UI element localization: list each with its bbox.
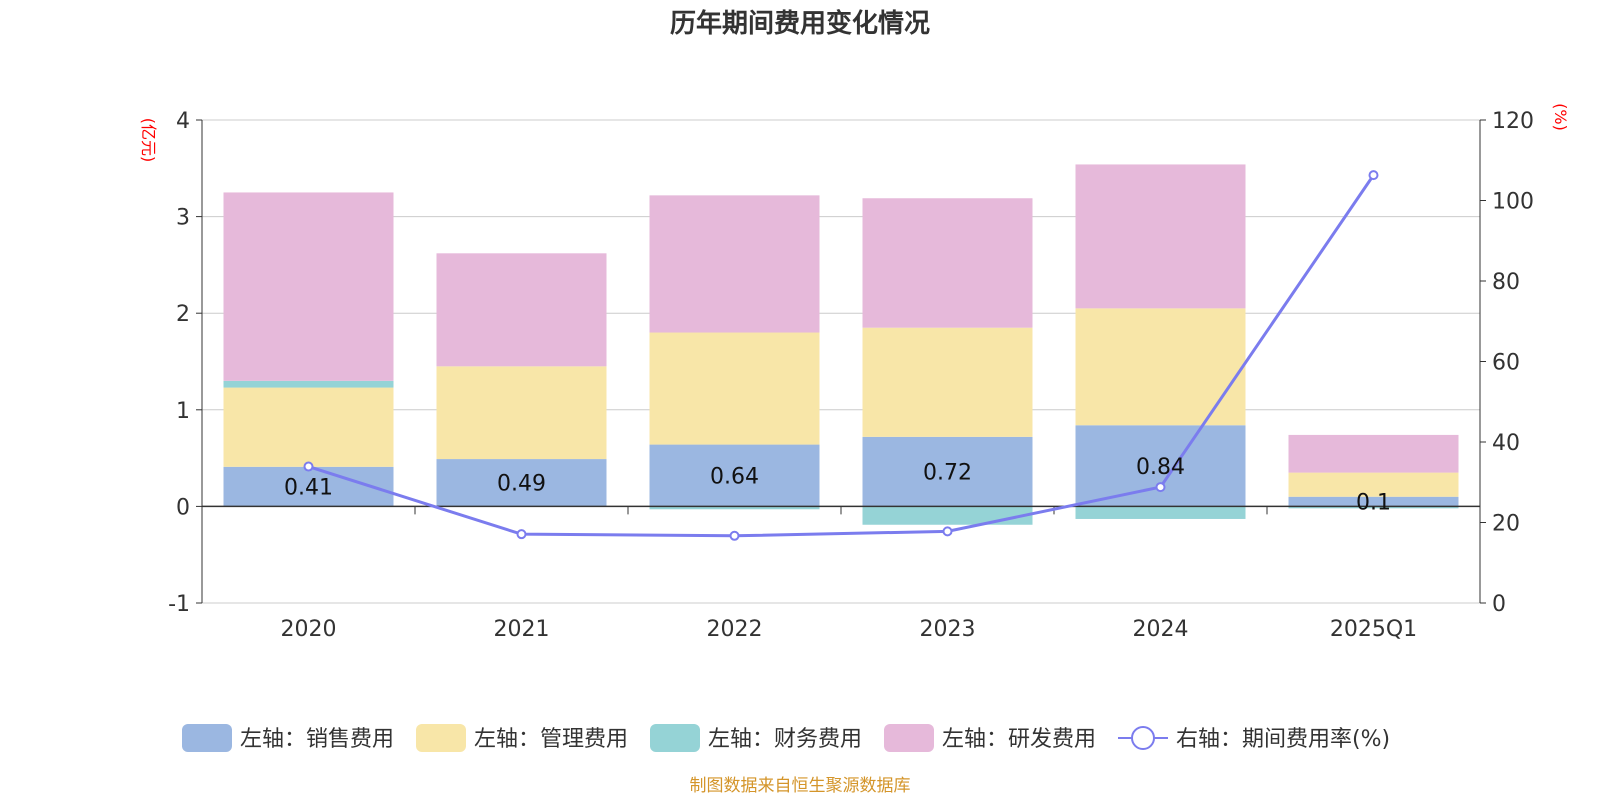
data-labels: 0.41 0.49 0.64 0.72 0.84 0.1 (284, 455, 1391, 516)
left-tick-label: 0 (176, 495, 190, 520)
bar-4-2025Q1 (1288, 434, 1459, 473)
right-tick-label: 120 (1492, 109, 1534, 134)
right-tick-label: 60 (1492, 351, 1520, 376)
legend-label: 左轴：销售费用 (240, 727, 394, 752)
rate-point-2021 (516, 529, 527, 540)
right-tick-label: 0 (1492, 592, 1506, 617)
bar-2-2020 (223, 387, 394, 467)
bar-2-2021 (436, 366, 607, 460)
legend-swatch (650, 724, 700, 752)
gridlines (202, 119, 1480, 604)
legend-label: 左轴：研发费用 (942, 727, 1096, 752)
right-tick-label: 40 (1492, 431, 1520, 456)
legend-label: 左轴：财务费用 (708, 727, 862, 752)
bar-series (223, 164, 1459, 525)
bar-4-2024 (1075, 164, 1246, 309)
right-tick-label: 80 (1492, 270, 1520, 295)
x-tick-label: 2024 (1133, 617, 1189, 642)
bar-1-2024 (1075, 425, 1246, 507)
bar-2-2022 (649, 332, 820, 445)
data-label-2023: 0.72 (923, 461, 972, 486)
legend-item-3: 左轴：财务费用 (650, 724, 862, 752)
bar-3-2023 (862, 506, 1033, 525)
left-axis-unit: (亿元) (139, 118, 158, 163)
legend: 左轴：销售费用 左轴：管理费用 左轴：财务费用 左轴：研发费用 右轴：期间费用率(%) (182, 724, 1390, 752)
rate-point-2022 (729, 530, 740, 541)
data-label-2020: 0.41 (284, 476, 333, 501)
right-axis-unit: (%) (1551, 103, 1570, 131)
bar-3-2025Q1 (1288, 506, 1459, 509)
bar-2-2024 (1075, 308, 1246, 426)
bar-1-2021 (436, 459, 607, 507)
data-label-2022: 0.64 (710, 464, 759, 489)
bar-4-2020 (223, 192, 394, 381)
bar-3-2020 (223, 380, 394, 388)
bar-4-2021 (436, 253, 607, 367)
left-tick-label: 2 (176, 302, 190, 327)
left-tick-label: 4 (176, 109, 190, 134)
bar-2-2025Q1 (1288, 472, 1459, 497)
bar-4-2022 (649, 195, 820, 333)
bar-1-2022 (649, 444, 820, 507)
bar-1-2020 (223, 466, 394, 507)
right-tick-label: 100 (1492, 190, 1534, 215)
legend-swatch (416, 724, 466, 752)
x-tick-label: 2025Q1 (1330, 617, 1417, 642)
bar-1-2023 (862, 436, 1033, 507)
rate-line (308, 174, 1375, 538)
rate-point-2023 (942, 526, 953, 537)
bar-2-2023 (862, 327, 1033, 437)
bar-1-2025Q1 (1288, 496, 1459, 507)
data-label-2025Q1: 0.1 (1356, 491, 1391, 516)
x-tick-label: 2020 (281, 617, 337, 642)
left-tick-label: -1 (168, 592, 190, 617)
legend-item-4: 左轴：研发费用 (884, 724, 1096, 752)
bar-3-2022 (649, 506, 820, 510)
legend-swatch (182, 724, 232, 752)
legend-marker (1131, 726, 1155, 750)
data-label-2024: 0.84 (1136, 455, 1185, 480)
x-tick-label: 2021 (494, 617, 550, 642)
legend-item-1: 左轴：销售费用 (182, 724, 394, 752)
legend-item-2: 左轴：管理费用 (416, 724, 628, 752)
left-tick-label: 1 (176, 399, 190, 424)
bar-3-2024 (1075, 506, 1246, 519)
x-tick-label: 2022 (707, 617, 763, 642)
left-tick-label: 3 (176, 206, 190, 231)
bar-4-2023 (862, 198, 1033, 328)
legend-label: 右轴：期间费用率(%) (1176, 727, 1390, 752)
rate-point-2020 (303, 461, 314, 472)
right-tick-label: 20 (1492, 512, 1520, 537)
line-series (303, 170, 1379, 541)
rate-point-2025Q1 (1368, 170, 1379, 181)
source-note: 制图数据来自恒生聚源数据库 (690, 776, 911, 796)
legend-item-5: 右轴：期间费用率(%) (1118, 726, 1390, 752)
legend-label: 左轴：管理费用 (474, 727, 628, 752)
x-tick-label: 2023 (920, 617, 976, 642)
chart-title: 历年期间费用变化情况 (670, 8, 930, 39)
rate-point-2024 (1155, 482, 1166, 493)
legend-swatch (884, 724, 934, 752)
data-label-2021: 0.49 (497, 472, 546, 497)
